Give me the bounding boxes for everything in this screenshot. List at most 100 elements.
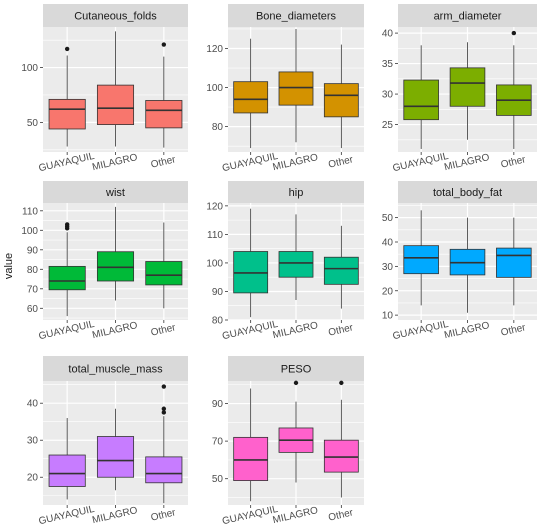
outlier-point: [64, 46, 70, 52]
box-milagro: [278, 214, 314, 301]
strip-title: Bone_diameters: [256, 11, 337, 23]
box-body: [145, 100, 183, 129]
y-tick-label: 40: [27, 399, 39, 410]
y-tick-label: 110: [207, 230, 223, 241]
box-body: [48, 98, 86, 130]
box-guayaquil: [48, 222, 86, 317]
box-other: [145, 222, 183, 309]
box-body: [145, 456, 183, 484]
box-guayaquil: [48, 418, 86, 500]
box-body: [449, 67, 486, 107]
y-tick-label: 100: [21, 63, 38, 74]
strip-background: [43, 356, 188, 381]
y-axis-label: value: [3, 253, 15, 279]
y-tick-label: 40: [382, 238, 394, 249]
outlier-point: [161, 410, 167, 415]
strip-title: total_muscle_mass: [68, 364, 163, 376]
y-tick-label: 50: [212, 474, 224, 485]
box-body: [48, 454, 86, 487]
box-body: [96, 436, 135, 478]
strip-title: total_body_fat: [433, 187, 502, 199]
y-tick-label: 120: [206, 201, 223, 212]
box-milagro: [449, 217, 486, 313]
strip-title: hip: [289, 187, 304, 199]
y-tick-label: 90: [212, 399, 224, 410]
box-milagro: [278, 380, 314, 483]
box-milagro: [96, 206, 135, 301]
strip-title: wist: [105, 187, 125, 199]
box-guayaquil: [233, 388, 269, 502]
outlier-point: [293, 380, 299, 386]
y-tick-label: 100: [206, 258, 223, 269]
strip-background: [228, 356, 364, 381]
y-tick-label: 35: [382, 59, 394, 70]
box-milagro: [278, 28, 314, 143]
box-body: [323, 439, 359, 473]
strip-background: [398, 4, 537, 27]
y-tick-label: 20: [27, 473, 39, 484]
strip-background: [228, 4, 364, 27]
y-tick-label: 25: [382, 120, 394, 131]
box-other: [323, 225, 359, 309]
outlier-point: [511, 30, 517, 36]
y-tick-label: 70: [27, 284, 39, 295]
box-body: [323, 83, 359, 118]
y-tick-label: 20: [382, 286, 394, 297]
box-milagro: [449, 42, 486, 140]
box-other: [323, 44, 359, 149]
outlier-point: [161, 42, 167, 47]
strip-background: [398, 181, 537, 203]
outlier-point: [339, 380, 344, 386]
box-other: [145, 384, 183, 504]
box-body: [403, 79, 439, 121]
y-tick-label: 80: [212, 316, 224, 327]
y-tick-label: 30: [382, 90, 394, 101]
y-tick-label: 40: [382, 29, 394, 40]
panel-total-body-fat: total_body_fat1020304050GUAYAQUILMILAGRO…: [382, 181, 537, 342]
box-body: [145, 261, 183, 286]
box-milagro: [96, 31, 135, 147]
box-body: [233, 436, 269, 481]
y-tick-label: 30: [382, 262, 394, 273]
y-tick-label: 80: [27, 265, 39, 276]
outlier-point: [64, 222, 70, 227]
strip-title: PESO: [281, 364, 312, 376]
box-body: [96, 84, 135, 125]
box-body: [233, 81, 269, 114]
y-tick-label: 80: [212, 122, 224, 133]
y-tick-label: 50: [382, 213, 394, 224]
strip-background: [43, 4, 188, 27]
box-body: [96, 251, 135, 282]
box-guayaquil: [403, 45, 439, 149]
box-body: [48, 265, 86, 291]
y-tick-label: 120: [206, 44, 223, 55]
strip-title: Cutaneous_folds: [74, 11, 157, 23]
box-body: [496, 247, 532, 278]
y-tick-label: 100: [21, 226, 38, 237]
box-other: [496, 217, 532, 306]
strip-title: arm_diameter: [434, 11, 502, 23]
outlier-point: [161, 406, 167, 411]
box-guayaquil: [233, 208, 269, 318]
box-body: [278, 71, 314, 106]
y-tick-label: 50: [27, 118, 39, 129]
box-guayaquil: [403, 210, 439, 306]
box-other: [496, 30, 532, 149]
outlier-point: [161, 384, 167, 389]
y-tick-label: 30: [27, 436, 39, 447]
strip-background: [43, 181, 188, 203]
box-other: [145, 42, 183, 148]
y-tick-label: 90: [27, 245, 39, 256]
box-guayaquil: [233, 38, 269, 149]
y-tick-label: 90: [212, 287, 224, 298]
y-tick-label: 60: [27, 304, 39, 315]
box-guayaquil: [48, 46, 86, 147]
